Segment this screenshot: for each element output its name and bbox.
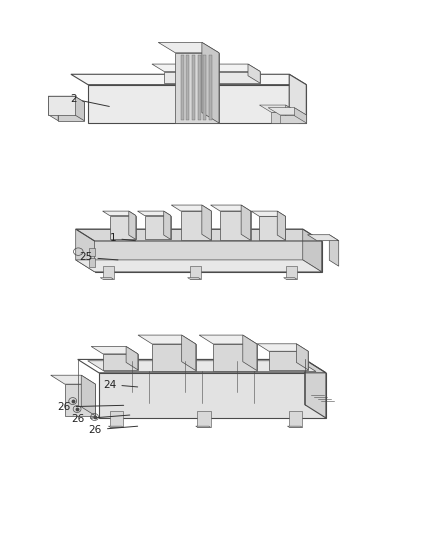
- Text: 24: 24: [103, 379, 138, 390]
- Polygon shape: [248, 64, 260, 83]
- Polygon shape: [100, 278, 113, 279]
- Polygon shape: [88, 361, 316, 372]
- Polygon shape: [110, 411, 123, 427]
- Polygon shape: [190, 266, 201, 279]
- Polygon shape: [65, 384, 95, 416]
- Polygon shape: [268, 108, 306, 115]
- Polygon shape: [76, 229, 95, 272]
- Polygon shape: [88, 85, 306, 123]
- Polygon shape: [287, 426, 302, 427]
- Polygon shape: [76, 229, 303, 260]
- Polygon shape: [307, 235, 339, 241]
- Polygon shape: [198, 55, 201, 120]
- Polygon shape: [95, 241, 321, 272]
- Polygon shape: [89, 259, 95, 267]
- Polygon shape: [280, 115, 306, 123]
- Polygon shape: [74, 96, 85, 121]
- Text: 25: 25: [79, 253, 118, 262]
- Polygon shape: [145, 215, 171, 239]
- Polygon shape: [129, 211, 136, 239]
- Polygon shape: [91, 346, 138, 354]
- Polygon shape: [329, 235, 339, 266]
- Text: 26: 26: [57, 402, 124, 412]
- Polygon shape: [259, 216, 286, 240]
- Polygon shape: [110, 215, 136, 239]
- Polygon shape: [286, 105, 297, 123]
- Polygon shape: [102, 211, 136, 215]
- Polygon shape: [164, 71, 260, 83]
- Text: 26: 26: [89, 425, 138, 435]
- Polygon shape: [305, 359, 326, 418]
- Polygon shape: [284, 278, 297, 279]
- Polygon shape: [186, 55, 189, 120]
- Text: 26: 26: [72, 414, 130, 424]
- Polygon shape: [277, 211, 286, 240]
- Text: 1: 1: [110, 233, 135, 244]
- Polygon shape: [196, 426, 211, 427]
- Polygon shape: [171, 205, 211, 211]
- Text: 2: 2: [71, 94, 110, 107]
- Polygon shape: [187, 278, 201, 279]
- Polygon shape: [138, 335, 196, 344]
- Polygon shape: [251, 211, 286, 216]
- Polygon shape: [294, 108, 306, 123]
- Polygon shape: [48, 96, 74, 115]
- Polygon shape: [286, 266, 297, 279]
- Polygon shape: [164, 211, 171, 239]
- Polygon shape: [202, 205, 211, 240]
- Polygon shape: [211, 205, 251, 211]
- Polygon shape: [198, 411, 211, 427]
- Polygon shape: [99, 373, 326, 418]
- Polygon shape: [297, 344, 308, 370]
- Polygon shape: [81, 375, 95, 416]
- Polygon shape: [103, 354, 138, 370]
- Polygon shape: [76, 260, 321, 272]
- Polygon shape: [71, 74, 306, 85]
- Polygon shape: [158, 42, 219, 53]
- Polygon shape: [199, 335, 257, 344]
- Polygon shape: [48, 96, 58, 121]
- Polygon shape: [203, 55, 206, 120]
- Polygon shape: [192, 55, 195, 120]
- Polygon shape: [58, 102, 85, 121]
- Polygon shape: [272, 112, 297, 123]
- Polygon shape: [48, 96, 85, 102]
- Polygon shape: [269, 351, 308, 370]
- Polygon shape: [182, 335, 196, 370]
- Polygon shape: [202, 42, 219, 123]
- Polygon shape: [175, 53, 219, 123]
- Polygon shape: [51, 375, 95, 384]
- Polygon shape: [243, 335, 257, 370]
- Polygon shape: [180, 55, 184, 120]
- Polygon shape: [289, 74, 306, 123]
- Polygon shape: [259, 105, 297, 112]
- Polygon shape: [152, 64, 260, 71]
- Polygon shape: [213, 344, 257, 370]
- Polygon shape: [209, 55, 212, 120]
- Polygon shape: [108, 426, 123, 427]
- Polygon shape: [181, 211, 211, 240]
- Polygon shape: [289, 411, 302, 427]
- Polygon shape: [102, 266, 113, 279]
- Polygon shape: [152, 344, 196, 370]
- Polygon shape: [241, 205, 251, 240]
- Polygon shape: [220, 211, 251, 240]
- Polygon shape: [89, 247, 95, 256]
- Polygon shape: [138, 211, 171, 215]
- Polygon shape: [257, 344, 308, 351]
- Polygon shape: [126, 346, 138, 370]
- Polygon shape: [303, 229, 321, 272]
